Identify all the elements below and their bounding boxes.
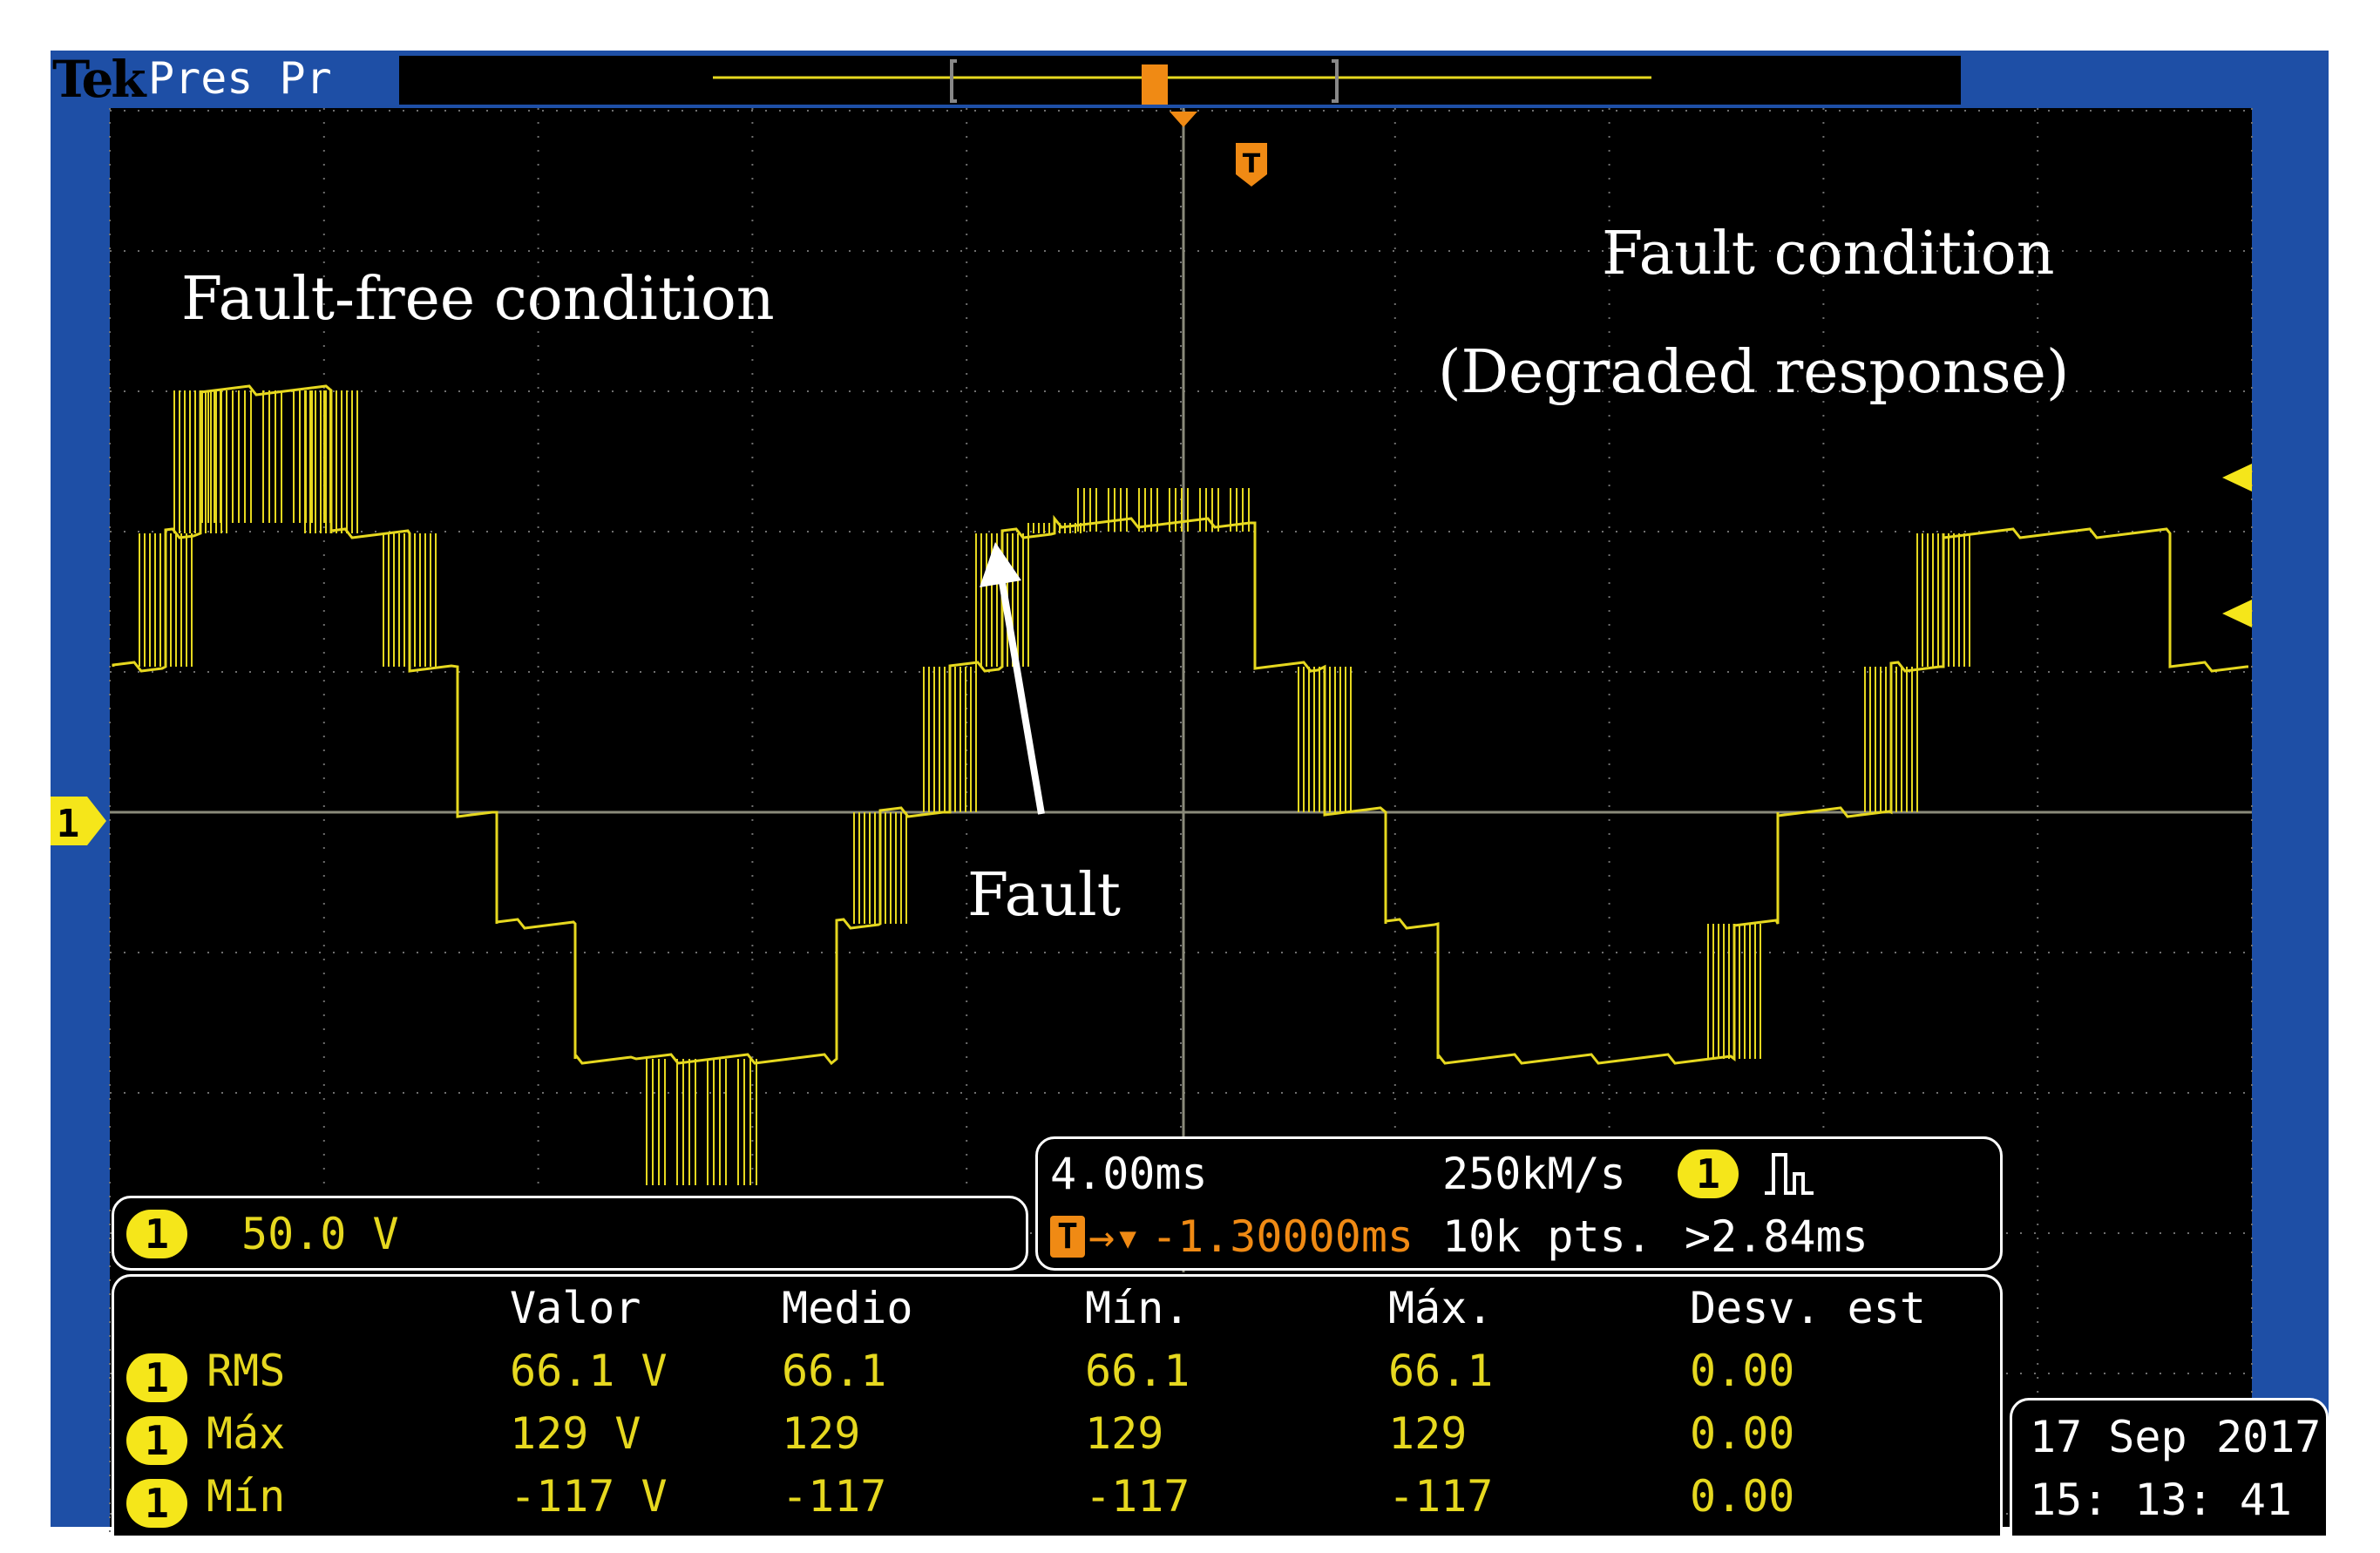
channel-1-scale-panel[interactable]: 1 50.0 V (112, 1196, 1028, 1271)
trigger-arrow-icon: →▾ (1088, 1211, 1142, 1262)
channel-1-badge: 1 (126, 1210, 187, 1258)
measurement-min: -117 (1085, 1471, 1190, 1522)
trigger-channel-badge: 1 (1678, 1149, 1739, 1198)
measurement-name: RMS (207, 1346, 286, 1396)
trigger-position-icon: T (1050, 1216, 1085, 1258)
measurement-valor: -117 V (510, 1471, 668, 1522)
row-channel-badge: 1 (126, 1353, 187, 1402)
header-medio: Medio (782, 1283, 913, 1333)
row-channel-badge: 1 (126, 1479, 187, 1528)
record-length: 10k pts. (1442, 1211, 1652, 1262)
measurement-medio: 129 (782, 1408, 861, 1459)
measurement-medio: -117 (782, 1471, 887, 1522)
clock-time: 15: 13: 41 (2030, 1475, 2293, 1525)
time-per-division: 4.00ms (1050, 1149, 1208, 1199)
measurement-max: 129 (1388, 1408, 1468, 1459)
measurement-max: -117 (1388, 1471, 1494, 1522)
channel-1-ground-marker[interactable]: 1 (51, 797, 106, 846)
trace-envelope (112, 384, 2248, 1066)
graticule-center-lines (110, 108, 2252, 1272)
measurement-max: 66.1 (1388, 1346, 1494, 1396)
channel-1-trace (112, 384, 2248, 1185)
date-year: 2017 (2216, 1412, 2322, 1462)
datetime-panel[interactable]: 17 Sep 2017 15: 13: 41 (2010, 1398, 2329, 1536)
measurements-panel[interactable]: Valor Medio Mín. Máx. Desv. est 1 RMS 66… (112, 1274, 2003, 1536)
trigger-position-value: -1.30000ms (1151, 1211, 1414, 1262)
fault-condition-label: Fault condition (1602, 220, 2055, 288)
row-channel-badge: 1 (126, 1416, 187, 1465)
record-trigger-icon (1142, 64, 1168, 105)
trigger-condition: >2.84ms (1685, 1211, 1868, 1262)
measurement-name: Mín (207, 1471, 286, 1522)
header-max: Máx. (1388, 1283, 1494, 1333)
timebase-panel[interactable]: 4.00ms 250kM/s 1 T →▾ -1.30000ms 10k pts… (1035, 1136, 2003, 1271)
measurement-valor: 129 V (510, 1408, 641, 1459)
fault-free-label: Fault-free condition (181, 265, 775, 334)
trigger-level-icon: T (1236, 143, 1267, 186)
measurement-std: 0.00 (1690, 1408, 1795, 1459)
fault-label: Fault (967, 861, 1121, 930)
fault-arrow (980, 542, 1045, 815)
record-view-indicator (713, 59, 1651, 105)
measurement-medio: 66.1 (782, 1346, 887, 1396)
measurement-std: 0.00 (1690, 1471, 1795, 1522)
trigger-level-arrow (2222, 464, 2252, 492)
date-day: 17 Sep (2030, 1412, 2187, 1462)
measurement-std: 0.00 (1690, 1346, 1795, 1396)
header-desv-est: Desv. est (1690, 1283, 1926, 1333)
measurement-min: 66.1 (1085, 1346, 1190, 1396)
degraded-response-label: (Degraded response) (1438, 338, 2070, 407)
measurement-name: Máx (207, 1408, 286, 1459)
record-view-bar[interactable] (399, 56, 1961, 105)
acquisition-mode-label: Pres Pr (148, 53, 332, 104)
measurement-min: 129 (1085, 1408, 1164, 1459)
trigger-position-marker (1170, 112, 1197, 127)
measurement-valor: 66.1 V (510, 1346, 668, 1396)
svg-text:1: 1 (57, 802, 80, 846)
sample-rate: 250kM/s (1442, 1149, 1626, 1199)
reference-level-arrow (2222, 600, 2252, 627)
svg-text:T: T (1243, 149, 1261, 180)
tek-logo: Tek (52, 50, 146, 109)
header-valor: Valor (510, 1283, 641, 1333)
edge-trigger-icon (1765, 1153, 1814, 1195)
header-min: Mín. (1085, 1283, 1190, 1333)
channel-1-scale: 50.0 V (241, 1209, 399, 1259)
